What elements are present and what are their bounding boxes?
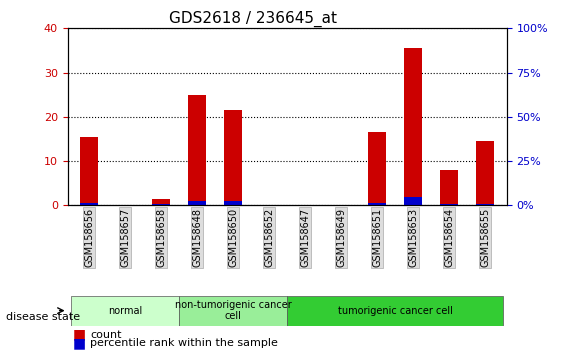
Bar (80, 137, 98, 205)
Bar (80, 203, 98, 205)
Bar (404, 198, 422, 205)
Text: count: count (90, 330, 122, 339)
Bar (179, 296, 287, 326)
Bar (71, 296, 179, 326)
Bar (404, 48, 422, 205)
Bar (368, 132, 386, 205)
Text: tumorigenic cancer cell: tumorigenic cancer cell (338, 306, 453, 316)
Bar (368, 202, 386, 205)
Text: percentile rank within the sample: percentile rank within the sample (90, 338, 278, 348)
Text: normal: normal (108, 306, 142, 316)
Text: non-tumorigenic cancer
cell: non-tumorigenic cancer cell (175, 300, 292, 321)
Bar (224, 201, 242, 205)
Text: ■: ■ (73, 327, 86, 342)
Text: GDS2618 / 236645_at: GDS2618 / 236645_at (169, 11, 337, 27)
Text: ■: ■ (73, 336, 86, 350)
Bar (152, 204, 170, 205)
Bar (440, 204, 458, 205)
Bar (224, 110, 242, 205)
Text: disease state: disease state (6, 312, 80, 322)
Bar (152, 199, 170, 205)
Bar (440, 170, 458, 205)
Bar (476, 141, 494, 205)
Bar (287, 296, 503, 326)
Bar (188, 201, 206, 205)
Bar (476, 204, 494, 205)
Bar (188, 95, 206, 205)
